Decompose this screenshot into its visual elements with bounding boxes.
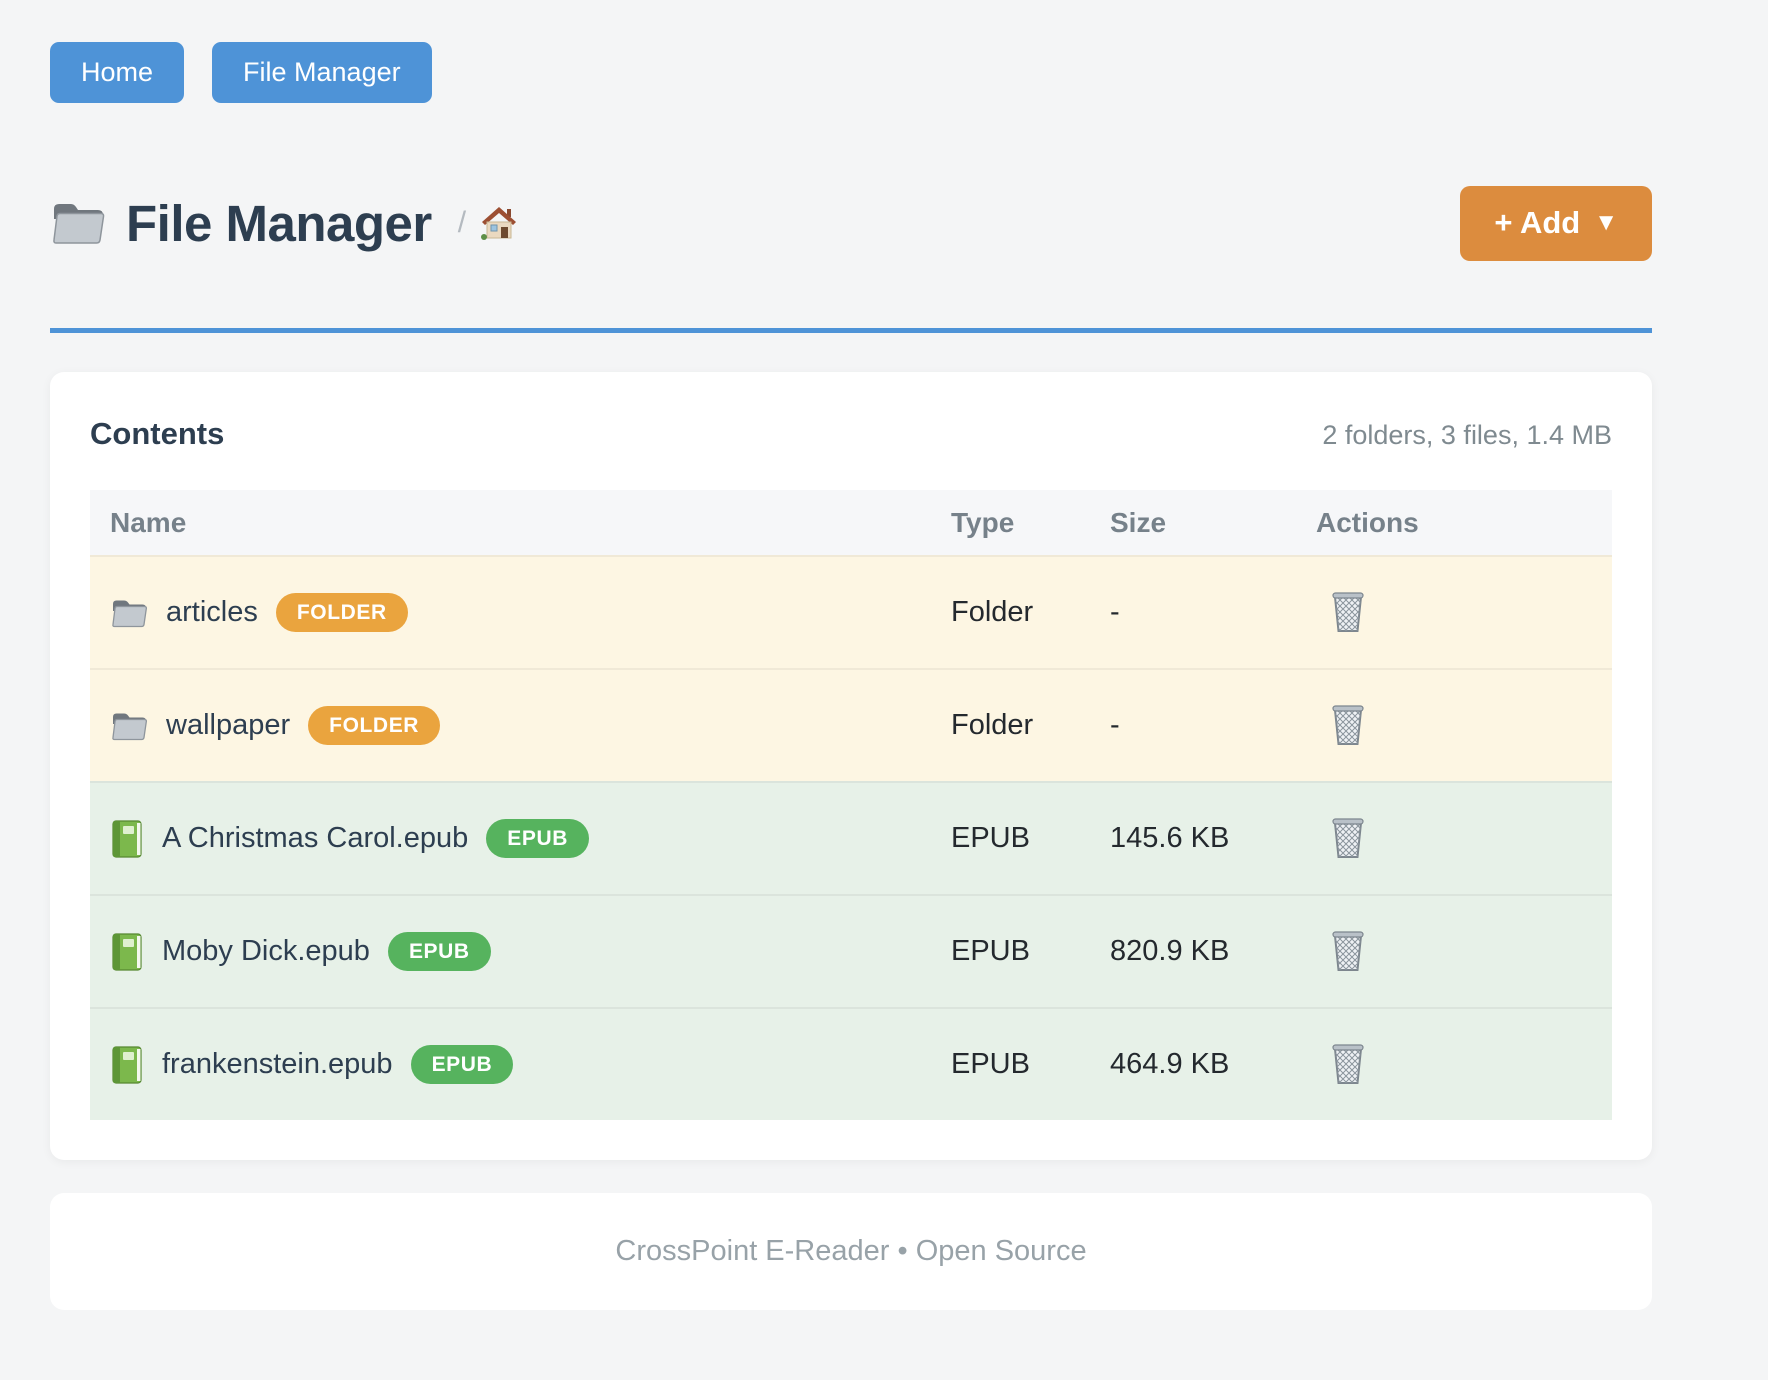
- top-nav: Home File Manager: [50, 42, 1652, 103]
- delete-button[interactable]: [1324, 584, 1372, 638]
- column-header-type: Type: [951, 506, 1015, 538]
- table-row[interactable]: Moby Dick.epub EPUB EPUB 820.9 KB: [90, 894, 1612, 1007]
- footer-card: CrossPoint E-Reader • Open Source: [50, 1193, 1652, 1310]
- file-name[interactable]: A Christmas Carol.epub: [162, 822, 469, 854]
- column-header-size: Size: [1110, 506, 1167, 538]
- trash-icon: [1328, 588, 1368, 634]
- trash-icon: [1328, 927, 1368, 973]
- chevron-down-icon: ▼: [1594, 209, 1618, 236]
- house-icon[interactable]: [480, 205, 518, 241]
- file-type: Folder: [951, 709, 1034, 741]
- add-button[interactable]: + Add ▼: [1460, 185, 1652, 261]
- header-divider: [50, 328, 1652, 333]
- nav-home-button[interactable]: Home: [50, 42, 185, 103]
- book-icon: [110, 819, 144, 859]
- delete-button[interactable]: [1324, 923, 1372, 977]
- trash-icon: [1328, 814, 1368, 860]
- folder-icon: [110, 710, 148, 742]
- contents-card-header: Contents 2 folders, 3 files, 1.4 MB: [90, 416, 1612, 452]
- type-badge: FOLDER: [275, 593, 408, 632]
- file-name[interactable]: Moby Dick.epub: [162, 935, 370, 967]
- file-type: EPUB: [951, 1048, 1030, 1080]
- trash-icon: [1328, 701, 1368, 747]
- contents-card: Contents 2 folders, 3 files, 1.4 MB Name…: [50, 372, 1652, 1160]
- book-icon: [110, 932, 144, 972]
- breadcrumb: /: [458, 205, 518, 241]
- delete-button[interactable]: [1324, 1036, 1372, 1090]
- table-header-row: Name Type Size Actions: [90, 490, 1612, 555]
- file-table: Name Type Size Actions articles FOLDER: [90, 490, 1612, 1120]
- type-badge: FOLDER: [308, 706, 441, 745]
- folder-icon: [110, 597, 148, 629]
- column-header-actions: Actions: [1316, 506, 1419, 538]
- page-title: File Manager: [126, 194, 432, 252]
- file-type: Folder: [951, 596, 1034, 628]
- table-row[interactable]: wallpaper FOLDER Folder -: [90, 668, 1612, 781]
- delete-button[interactable]: [1324, 697, 1372, 751]
- contents-summary: 2 folders, 3 files, 1.4 MB: [1322, 420, 1612, 450]
- type-badge: EPUB: [486, 819, 589, 858]
- table-row[interactable]: articles FOLDER Folder -: [90, 555, 1612, 668]
- file-size: 820.9 KB: [1110, 935, 1230, 967]
- table-row[interactable]: frankenstein.epub EPUB EPUB 464.9 KB: [90, 1007, 1612, 1120]
- folder-icon: [50, 199, 106, 247]
- delete-button[interactable]: [1324, 810, 1372, 864]
- file-type: EPUB: [951, 935, 1030, 967]
- file-name[interactable]: articles: [166, 596, 258, 628]
- book-icon: [110, 1045, 144, 1085]
- trash-icon: [1328, 1040, 1368, 1086]
- column-header-name: Name: [110, 506, 187, 538]
- page-container: Home File Manager File Manager /: [50, 0, 1652, 1310]
- nav-file-manager-button[interactable]: File Manager: [212, 42, 432, 103]
- breadcrumb-separator: /: [457, 206, 467, 239]
- page-header: File Manager / + Add ▼: [50, 185, 1652, 261]
- file-size: -: [1110, 709, 1120, 741]
- file-size: 145.6 KB: [1110, 822, 1230, 854]
- type-badge: EPUB: [410, 1045, 514, 1084]
- file-size: -: [1110, 596, 1120, 628]
- type-badge: EPUB: [387, 932, 491, 971]
- add-button-label: + Add: [1494, 205, 1581, 240]
- table-row[interactable]: A Christmas Carol.epub EPUB EPUB 145.6 K…: [90, 781, 1612, 894]
- contents-heading: Contents: [90, 416, 225, 451]
- file-name[interactable]: frankenstein.epub: [162, 1048, 393, 1080]
- file-type: EPUB: [951, 822, 1030, 854]
- file-name[interactable]: wallpaper: [166, 709, 291, 741]
- footer-text: CrossPoint E-Reader • Open Source: [615, 1235, 1087, 1267]
- file-size: 464.9 KB: [1110, 1048, 1230, 1080]
